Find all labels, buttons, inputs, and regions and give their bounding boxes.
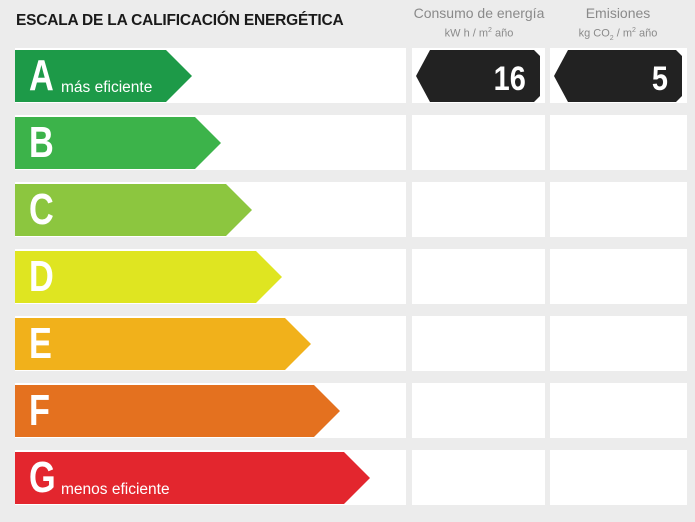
emisiones-value-badge: 5: [554, 50, 682, 102]
rating-row-b: B: [0, 115, 695, 170]
rating-row-f: F: [0, 383, 695, 438]
consumo-label: Consumo de energía: [413, 5, 545, 21]
consumo-cell: [412, 383, 545, 438]
consumo-column-header: Consumo de energía kW h / m2 año: [412, 4, 546, 41]
rating-description: menos eficiente: [61, 481, 170, 498]
rating-arrow-f: F: [15, 385, 340, 437]
consumo-cell: [412, 115, 545, 170]
emisiones-value: 5: [651, 60, 668, 98]
emisiones-cell: [550, 383, 687, 438]
consumo-value-badge: 16: [416, 50, 540, 102]
rating-letter: B: [29, 118, 54, 167]
emisiones-unit: kg CO2 / m2 año: [578, 27, 658, 42]
rating-arrow-c: C: [15, 184, 252, 236]
rating-letter: G: [29, 453, 56, 502]
rating-description: más eficiente: [61, 79, 153, 96]
emisiones-cell: [550, 115, 687, 170]
rating-arrow-d: D: [15, 251, 282, 303]
rating-letter: D: [29, 252, 54, 301]
rating-letter: A: [29, 51, 54, 100]
consumo-unit: kW h / m2 año: [444, 27, 514, 40]
rating-letter: E: [29, 319, 52, 368]
emisiones-cell: [550, 316, 687, 371]
consumo-cell: [412, 249, 545, 304]
rating-row-e: E: [0, 316, 695, 371]
emisiones-cell: [550, 249, 687, 304]
emisiones-cell: [550, 450, 687, 505]
rating-row-c: C: [0, 182, 695, 237]
page-title: ESCALA DE LA CALIFICACIÓN ENERGÉTICA: [16, 12, 344, 29]
emisiones-cell: [550, 182, 687, 237]
emisiones-label: Emisiones: [585, 5, 651, 21]
consumo-cell: [412, 450, 545, 505]
emisiones-column-header: Emisiones kg CO2 / m2 año: [549, 4, 687, 46]
rating-row-d: D: [0, 249, 695, 304]
rating-letter: F: [29, 386, 50, 435]
consumo-cell: [412, 316, 545, 371]
consumo-cell: [412, 182, 545, 237]
rating-letter: C: [29, 185, 54, 234]
rating-arrow-e: E: [15, 318, 311, 370]
consumo-value: 16: [493, 60, 526, 98]
rating-arrow-b: B: [15, 117, 221, 169]
